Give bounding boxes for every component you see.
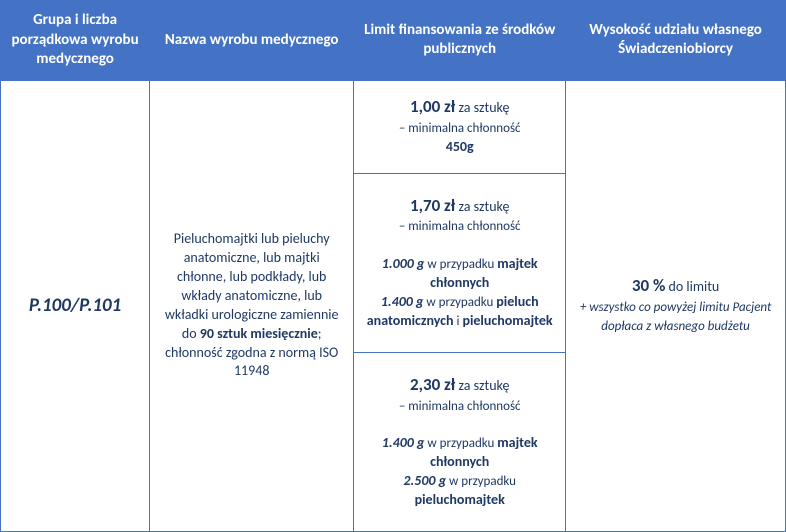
limit3-t1: w przypadku xyxy=(424,436,497,451)
description-post: chłonność zgodna z normą ISO 11948 xyxy=(165,344,338,380)
limit2-per: za sztukę xyxy=(455,198,509,215)
limit3-line: – minimalna chłonność xyxy=(399,399,521,414)
limit3-t2: w przypadku xyxy=(446,474,516,489)
table: Grupa i liczba porządkowa wyrobu medyczn… xyxy=(0,0,786,532)
header-product-name: Nazwa wyrobu medycznego xyxy=(150,1,354,81)
limit3-per: za sztukę xyxy=(455,377,509,394)
limit3-v1: 1.400 g xyxy=(382,434,425,451)
header-copay: Wysokość udziału własnego Świadczeniobio… xyxy=(566,1,786,81)
limit3-v2: 2.500 g xyxy=(403,472,446,489)
header-funding-limit: Limit finansowania ze środków publicznyc… xyxy=(354,1,566,81)
share-note: + wszystko co powyżej limitu Pacjent dop… xyxy=(580,300,772,334)
header-row: Grupa i liczba porządkowa wyrobu medyczn… xyxy=(1,1,786,81)
limit2-v2: 1.400 g xyxy=(381,293,424,310)
limit1-price: 1,00 zł xyxy=(410,96,455,117)
cell-description: Pieluchomajtki lub pieluchy anatomiczne,… xyxy=(150,80,354,532)
limit1-value: 450g xyxy=(446,138,474,155)
header-group: Grupa i liczba porządkowa wyrobu medyczn… xyxy=(1,1,150,81)
share-suffix: do limitu xyxy=(665,278,719,295)
share-pct: 30 % xyxy=(632,275,665,296)
limit2-t2: w przypadku xyxy=(423,295,496,310)
table-row: P.100/P.101 Pieluchomajtki lub pieluchy … xyxy=(1,80,786,173)
limit2-t1: w przypadku xyxy=(424,257,497,272)
cell-share: 30 % do limitu + wszystko co powyżej lim… xyxy=(566,80,786,532)
cell-limit-3: 2,30 zł za sztukę – minimalna chłonność … xyxy=(354,352,566,531)
limit1-line: – minimalna chłonność xyxy=(399,121,521,136)
limit3-b2: pieluchomajtek xyxy=(415,491,505,508)
limit2-v1: 1.000 g xyxy=(382,255,425,272)
cell-limit-1: 1,00 zł za sztukę – minimalna chłonność … xyxy=(354,80,566,173)
reimbursement-table: Grupa i liczba porządkowa wyrobu medyczn… xyxy=(0,0,786,532)
limit3-price: 2,30 zł xyxy=(410,374,455,395)
limit2-price: 1,70 zł xyxy=(410,195,455,216)
description-sep: ; xyxy=(318,325,322,342)
cell-limit-2: 1,70 zł za sztukę – minimalna chłonność … xyxy=(354,173,566,352)
description-bold: 90 sztuk miesięcznie xyxy=(200,325,318,342)
product-code: P.100/P.101 xyxy=(29,294,122,317)
limit2-line: – minimalna chłonność xyxy=(399,219,521,234)
cell-code: P.100/P.101 xyxy=(1,80,150,532)
limit1-per: za sztukę xyxy=(455,99,509,116)
limit2-b2b: pieluchomajtek xyxy=(462,312,552,329)
